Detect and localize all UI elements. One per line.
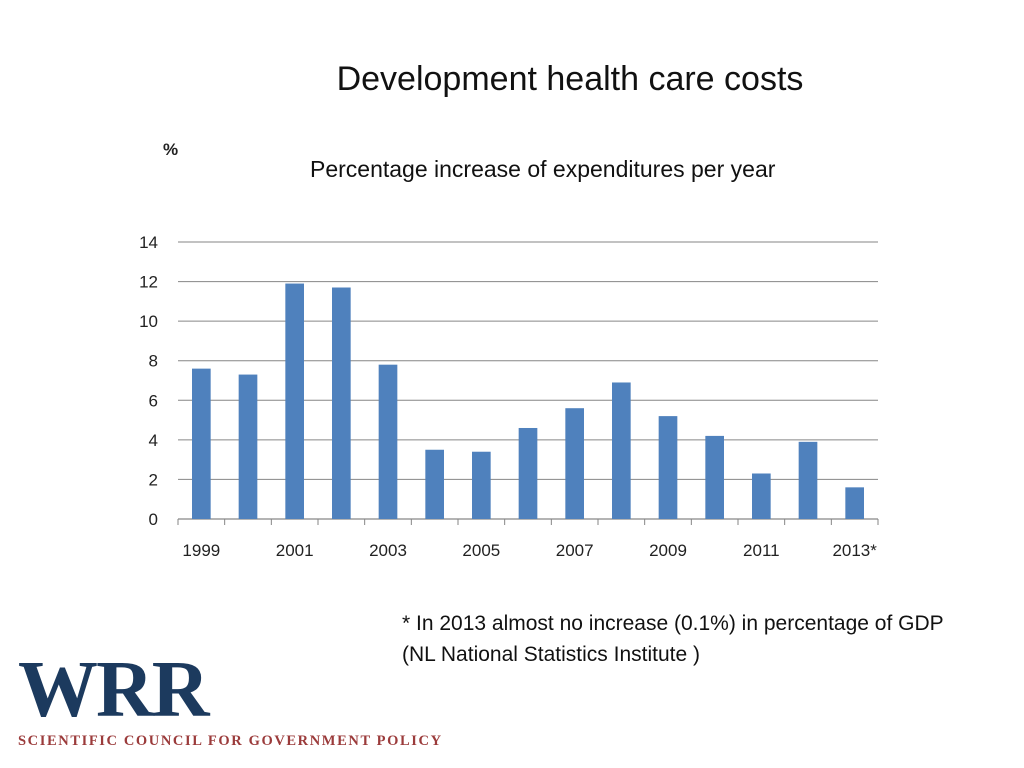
bar-2010 (705, 435, 724, 519)
bar-2011 (752, 473, 771, 519)
bar-2007 (565, 408, 584, 519)
logo-tagline: SCIENTIFIC COUNCIL FOR GOVERNMENT POLICY (18, 733, 443, 749)
bar-1999 (192, 368, 211, 519)
y-axis-unit-label: % (163, 140, 179, 159)
bar-2005 (472, 451, 491, 519)
y-tick-label: 14 (139, 233, 158, 252)
slide-title: Development health care costs (336, 60, 804, 98)
bar-2004 (425, 449, 444, 519)
x-tick-label: 1999 (182, 541, 220, 560)
x-tick-label: 2001 (276, 541, 314, 560)
chart-title: Percentage increase of expenditures per … (310, 156, 776, 182)
x-tick-label: 2007 (556, 541, 594, 560)
bar-2003 (378, 364, 398, 519)
bar-2001 (285, 283, 304, 519)
x-tick-label: 2009 (649, 541, 687, 560)
x-tick-label: 2005 (462, 541, 500, 560)
bar-2013 (845, 487, 864, 519)
y-tick-label: 4 (149, 431, 158, 450)
x-tick-label: 2013* (832, 541, 877, 560)
y-tick-label: 12 (139, 273, 158, 292)
bar-2008 (612, 382, 631, 519)
y-tick-label: 2 (149, 470, 158, 489)
footnote: * In 2013 almost no increase (0.1%) in p… (402, 612, 944, 666)
x-tick-label: 2003 (369, 541, 407, 560)
y-tick-label: 6 (149, 391, 158, 410)
bar-2009 (658, 416, 678, 519)
wrr-logo: WRR SCIENTIFIC COUNCIL FOR GOVERNMENT PO… (18, 646, 443, 750)
bar-2002 (332, 287, 351, 519)
x-tick-label: 2011 (743, 541, 780, 560)
bar-2012 (798, 441, 818, 519)
y-tick-label: 8 (149, 352, 158, 371)
bar-chart: 0 2 4 6 8 10 12 14 1999 2001 2003 2005 2007 2009 2011 2… (139, 233, 879, 560)
bar-2000 (238, 374, 258, 519)
logo-mark: WRR (18, 646, 210, 734)
y-tick-label: 0 (149, 510, 158, 529)
y-tick-label: 10 (139, 312, 158, 331)
bar-2006 (518, 427, 538, 519)
